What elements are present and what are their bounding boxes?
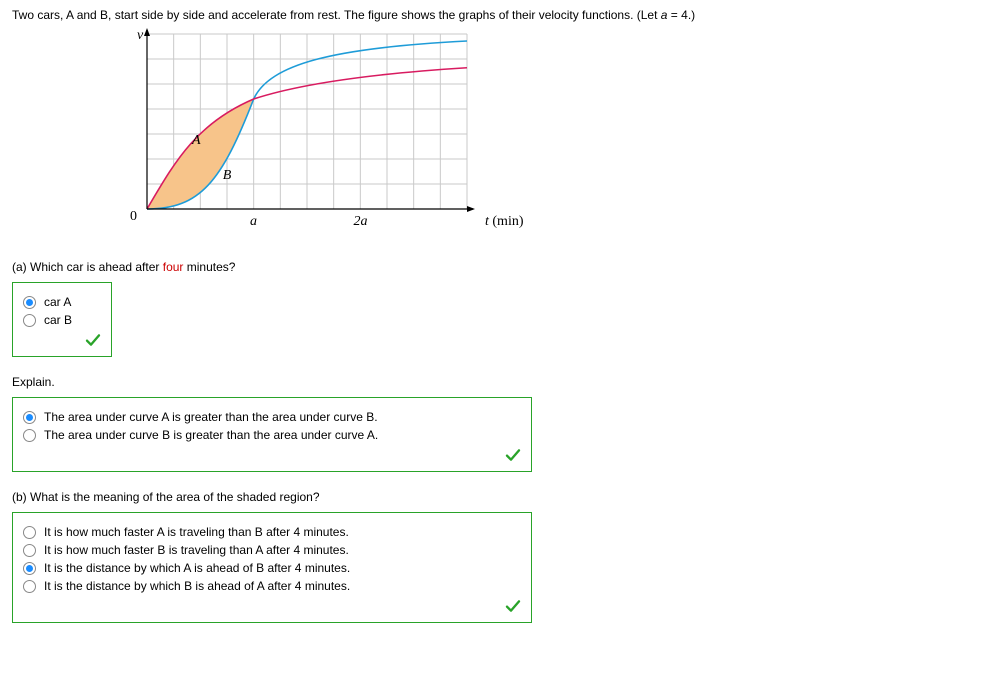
explain-group: Explain. The area under curve A is great…	[12, 375, 976, 472]
option-row[interactable]: car B	[23, 313, 101, 327]
option-row[interactable]: It is the distance by which B is ahead o…	[23, 579, 521, 593]
option-row[interactable]: It is how much faster B is traveling tha…	[23, 543, 521, 557]
part-a-prompt-highlight: four	[163, 260, 184, 274]
problem-text-before: Two cars, A and B, start side by side an…	[12, 8, 661, 22]
part-a-option-box: car A car B	[12, 282, 112, 357]
problem-statement: Two cars, A and B, start side by side an…	[12, 8, 976, 22]
option-label: The area under curve A is greater than t…	[44, 410, 378, 424]
chart-svg: a2at (min)AB	[122, 34, 482, 239]
svg-text:t (min): t (min)	[485, 214, 524, 229]
radio-button[interactable]	[23, 580, 36, 593]
radio-button[interactable]	[23, 429, 36, 442]
explain-prompt: Explain.	[12, 375, 976, 389]
let-val: = 4.)	[667, 8, 695, 22]
part-a: (a) Which car is ahead after four minute…	[12, 260, 976, 357]
checkmark-icon	[85, 333, 101, 347]
svg-text:B: B	[223, 168, 232, 183]
checkmark-icon	[505, 448, 521, 462]
option-row[interactable]: The area under curve B is greater than t…	[23, 428, 521, 442]
radio-button[interactable]	[23, 296, 36, 309]
option-row[interactable]: car A	[23, 295, 101, 309]
y-axis-label: v	[137, 28, 143, 44]
option-label: It is the distance by which A is ahead o…	[44, 561, 350, 575]
option-label: It is how much faster A is traveling tha…	[44, 525, 349, 539]
part-b-option-box: It is how much faster A is traveling tha…	[12, 512, 532, 623]
correct-check	[23, 599, 521, 616]
correct-check	[23, 448, 521, 465]
part-b: (b) What is the meaning of the area of t…	[12, 490, 976, 623]
option-label: It is the distance by which B is ahead o…	[44, 579, 350, 593]
part-b-prompt: (b) What is the meaning of the area of t…	[12, 490, 976, 504]
velocity-chart: v 0 a2at (min)AB	[122, 34, 976, 242]
option-row[interactable]: The area under curve A is greater than t…	[23, 410, 521, 424]
option-label: car B	[44, 313, 72, 327]
radio-button[interactable]	[23, 411, 36, 424]
part-a-prompt-after: minutes?	[183, 260, 235, 274]
option-label: It is how much faster B is traveling tha…	[44, 543, 349, 557]
svg-text:A: A	[191, 133, 201, 148]
explain-option-box: The area under curve A is greater than t…	[12, 397, 532, 472]
radio-button[interactable]	[23, 562, 36, 575]
radio-button[interactable]	[23, 544, 36, 557]
option-label: The area under curve B is greater than t…	[44, 428, 378, 442]
part-a-prompt: (a) Which car is ahead after four minute…	[12, 260, 976, 274]
radio-button[interactable]	[23, 526, 36, 539]
option-row[interactable]: It is how much faster A is traveling tha…	[23, 525, 521, 539]
svg-text:2a: 2a	[353, 214, 367, 229]
origin-label: 0	[130, 209, 137, 225]
option-row[interactable]: It is the distance by which A is ahead o…	[23, 561, 521, 575]
correct-check	[23, 333, 101, 350]
checkmark-icon	[505, 599, 521, 613]
option-label: car A	[44, 295, 71, 309]
part-a-prompt-before: (a) Which car is ahead after	[12, 260, 163, 274]
svg-text:a: a	[250, 214, 257, 229]
radio-button[interactable]	[23, 314, 36, 327]
